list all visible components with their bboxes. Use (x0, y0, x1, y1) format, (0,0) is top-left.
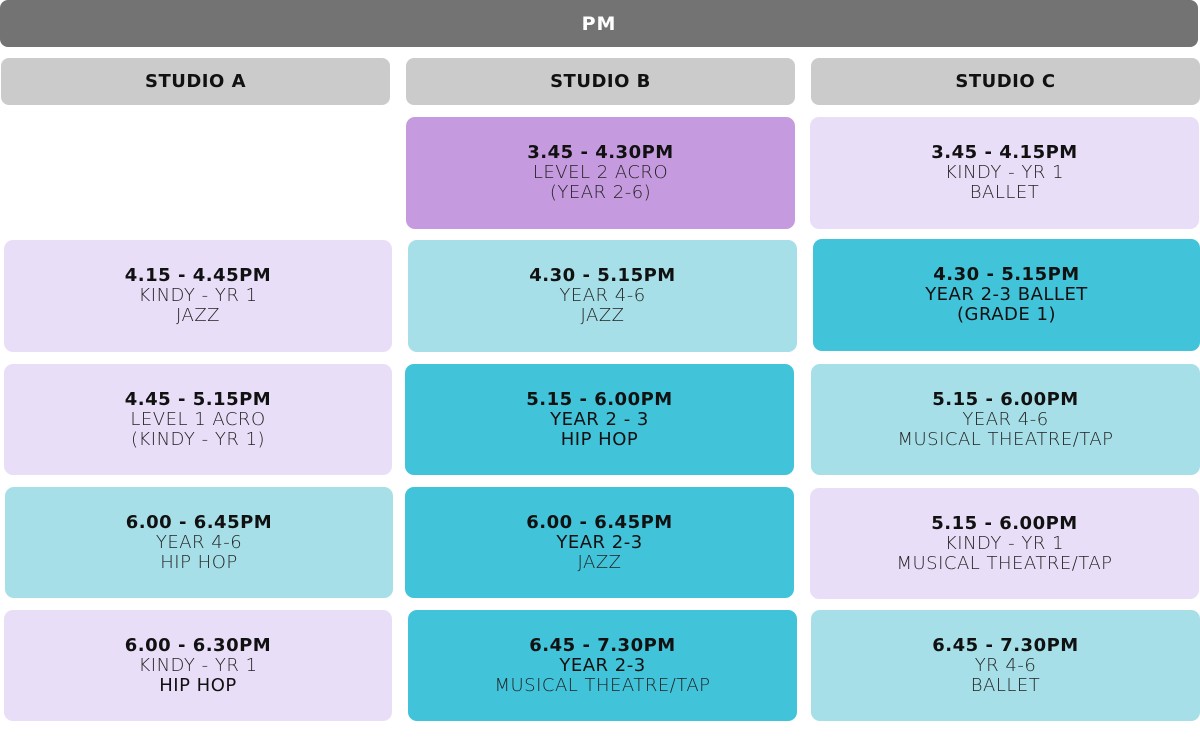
class-card-studio-b-5[interactable]: 6.45 - 7.30PM YEAR 2-3 MUSICAL THEATRE/T… (408, 610, 797, 721)
class-style: HIP HOP (560, 428, 639, 450)
class-card-studio-b-2[interactable]: 4.30 - 5.15PM YEAR 4-6 JAZZ (408, 240, 797, 352)
studio-b-header: STUDIO B (406, 58, 795, 105)
class-level: YEAR 4-6 (559, 285, 646, 306)
class-style: HIP HOP (160, 551, 238, 573)
class-level: YEAR 2 - 3 (550, 408, 649, 430)
class-time: 6.45 - 7.30PM (529, 634, 676, 656)
class-card-studio-a-5[interactable]: 6.00 - 6.30PM KINDY - YR 1 HIP HOP (4, 610, 392, 721)
pm-header-title: PM (581, 12, 617, 35)
class-level: KINDY - YR 1 (944, 162, 1065, 183)
class-style: MUSICAL THEATRE/TAP (494, 674, 711, 696)
class-level: YEAR 2-3 (556, 531, 643, 553)
class-card-studio-c-4[interactable]: 5.15 - 6.00PM KINDY - YR 1 MUSICAL THEAT… (810, 488, 1199, 599)
class-level: YEAR 4-6 (962, 408, 1049, 430)
class-level: KINDY - YR 1 (138, 654, 258, 676)
class-style: (GRADE 1) (957, 304, 1056, 325)
class-time: 4.30 - 5.15PM (933, 264, 1080, 285)
class-time: 3.45 - 4.30PM (527, 142, 674, 163)
studio-c-header: STUDIO C (811, 58, 1200, 105)
class-card-studio-c-5[interactable]: 6.45 - 7.30PM YR 4-6 BALLET (811, 610, 1200, 721)
class-card-studio-c-1[interactable]: 3.45 - 4.15PM KINDY - YR 1 BALLET (810, 117, 1199, 229)
class-time: 5.15 - 6.00PM (526, 388, 673, 410)
class-level: YEAR 4-6 (155, 531, 243, 553)
class-level: KINDY - YR 1 (944, 532, 1065, 554)
class-time: 3.45 - 4.15PM (931, 142, 1078, 163)
class-level: LEVEL 2 ACRO (532, 162, 669, 183)
class-level: LEVEL 1 ACRO (130, 408, 266, 430)
class-time: 5.15 - 6.00PM (932, 388, 1079, 410)
class-level: KINDY - YR 1 (138, 285, 258, 306)
class-time: 4.15 - 4.45PM (124, 265, 272, 286)
studio-a-header: STUDIO A (1, 58, 390, 105)
class-card-studio-b-1[interactable]: 3.45 - 4.30PM LEVEL 2 ACRO (YEAR 2-6) (406, 117, 795, 229)
class-card-studio-a-2[interactable]: 4.15 - 4.45PM KINDY - YR 1 JAZZ (4, 240, 392, 352)
pm-header-bar: PM (0, 0, 1198, 47)
class-card-studio-b-3[interactable]: 5.15 - 6.00PM YEAR 2 - 3 HIP HOP (405, 364, 794, 475)
class-card-studio-c-2[interactable]: 4.30 - 5.15PM YEAR 2-3 BALLET (GRADE 1) (813, 239, 1200, 351)
class-card-studio-a-4[interactable]: 6.00 - 6.45PM YEAR 4-6 HIP HOP (5, 487, 393, 598)
class-time: 4.45 - 5.15PM (124, 388, 272, 410)
class-style: MUSICAL THEATRE/TAP (897, 428, 1114, 450)
class-card-studio-b-4[interactable]: 6.00 - 6.45PM YEAR 2-3 JAZZ (405, 487, 794, 598)
class-style: JAZZ (577, 551, 622, 573)
class-level: YR 4-6 (974, 654, 1037, 676)
class-level: YEAR 2-3 BALLET (925, 284, 1088, 305)
class-time: 5.15 - 6.00PM (931, 512, 1078, 534)
class-time: 6.45 - 7.30PM (932, 634, 1079, 656)
class-card-studio-c-3[interactable]: 5.15 - 6.00PM YEAR 4-6 MUSICAL THEATRE/T… (811, 364, 1200, 475)
class-style: MUSICAL THEATRE/TAP (896, 552, 1113, 574)
class-time: 4.30 - 5.15PM (529, 265, 676, 286)
class-time: 6.00 - 6.45PM (125, 511, 273, 533)
class-level: YEAR 2-3 (559, 654, 646, 676)
class-card-studio-a-3[interactable]: 4.45 - 5.15PM LEVEL 1 ACRO (KINDY - YR 1… (4, 364, 392, 475)
class-style: BALLET (970, 674, 1041, 696)
class-style: JAZZ (580, 305, 625, 326)
class-style: (KINDY - YR 1) (130, 428, 266, 450)
class-time: 6.00 - 6.30PM (124, 634, 272, 656)
class-style: BALLET (969, 182, 1040, 203)
class-style: (YEAR 2-6) (549, 182, 652, 203)
class-style: HIP HOP (159, 674, 237, 696)
class-time: 6.00 - 6.45PM (526, 511, 673, 533)
class-style: JAZZ (176, 305, 220, 326)
